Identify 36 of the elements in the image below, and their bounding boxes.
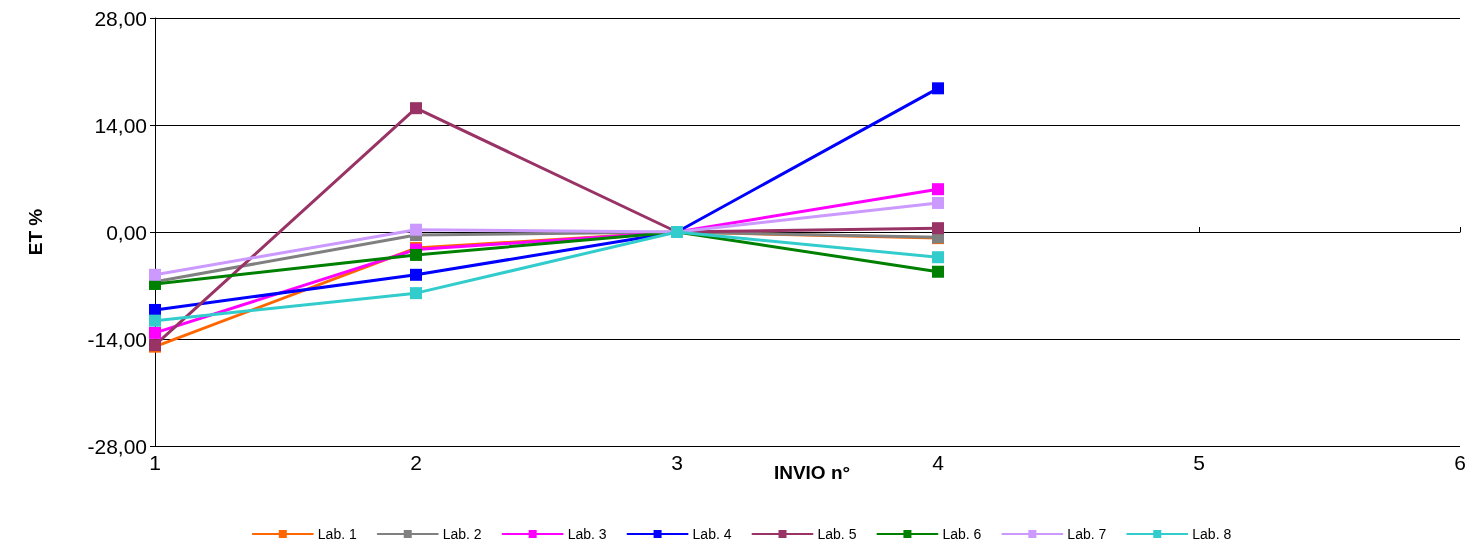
point	[410, 287, 422, 300]
legend-label: Lab. 2	[442, 526, 482, 542]
legend-label: Lab. 6	[942, 526, 982, 542]
point	[149, 314, 161, 327]
x-tick-label: 3	[671, 451, 683, 474]
point	[410, 223, 422, 236]
point	[932, 196, 944, 209]
x-tick-label: 2	[410, 451, 422, 474]
y-tick-label: 0,00	[106, 220, 147, 244]
y-tick-label: -28,00	[87, 434, 147, 458]
legend-label: Lab. 5	[817, 526, 857, 542]
point	[149, 326, 161, 339]
point	[932, 222, 944, 235]
legend-label: Lab. 8	[1192, 526, 1232, 542]
legend-label: Lab. 7	[1067, 526, 1107, 542]
point	[410, 102, 422, 115]
x-tick-label: 5	[1193, 451, 1205, 474]
point	[410, 248, 422, 261]
point	[932, 82, 944, 95]
y-tick-label: 14,00	[94, 113, 147, 137]
point	[410, 268, 422, 281]
point	[932, 183, 944, 196]
x-axis-title: INVIO n°	[773, 462, 851, 483]
point	[149, 268, 161, 281]
point	[932, 251, 944, 264]
legend-label: Lab. 1	[317, 526, 357, 542]
point	[149, 303, 161, 316]
y-tick-label: -14,00	[87, 327, 147, 351]
point	[932, 265, 944, 278]
legend-label: Lab. 3	[567, 526, 607, 542]
x-tick-label: 1	[149, 451, 161, 474]
x-tick-label: 6	[1454, 451, 1466, 474]
y-axis-title: ET %	[25, 208, 46, 256]
x-tick-label: 4	[932, 451, 945, 474]
legend-label: Lab. 4	[692, 526, 732, 542]
y-tick-label: 28,00	[94, 6, 147, 30]
